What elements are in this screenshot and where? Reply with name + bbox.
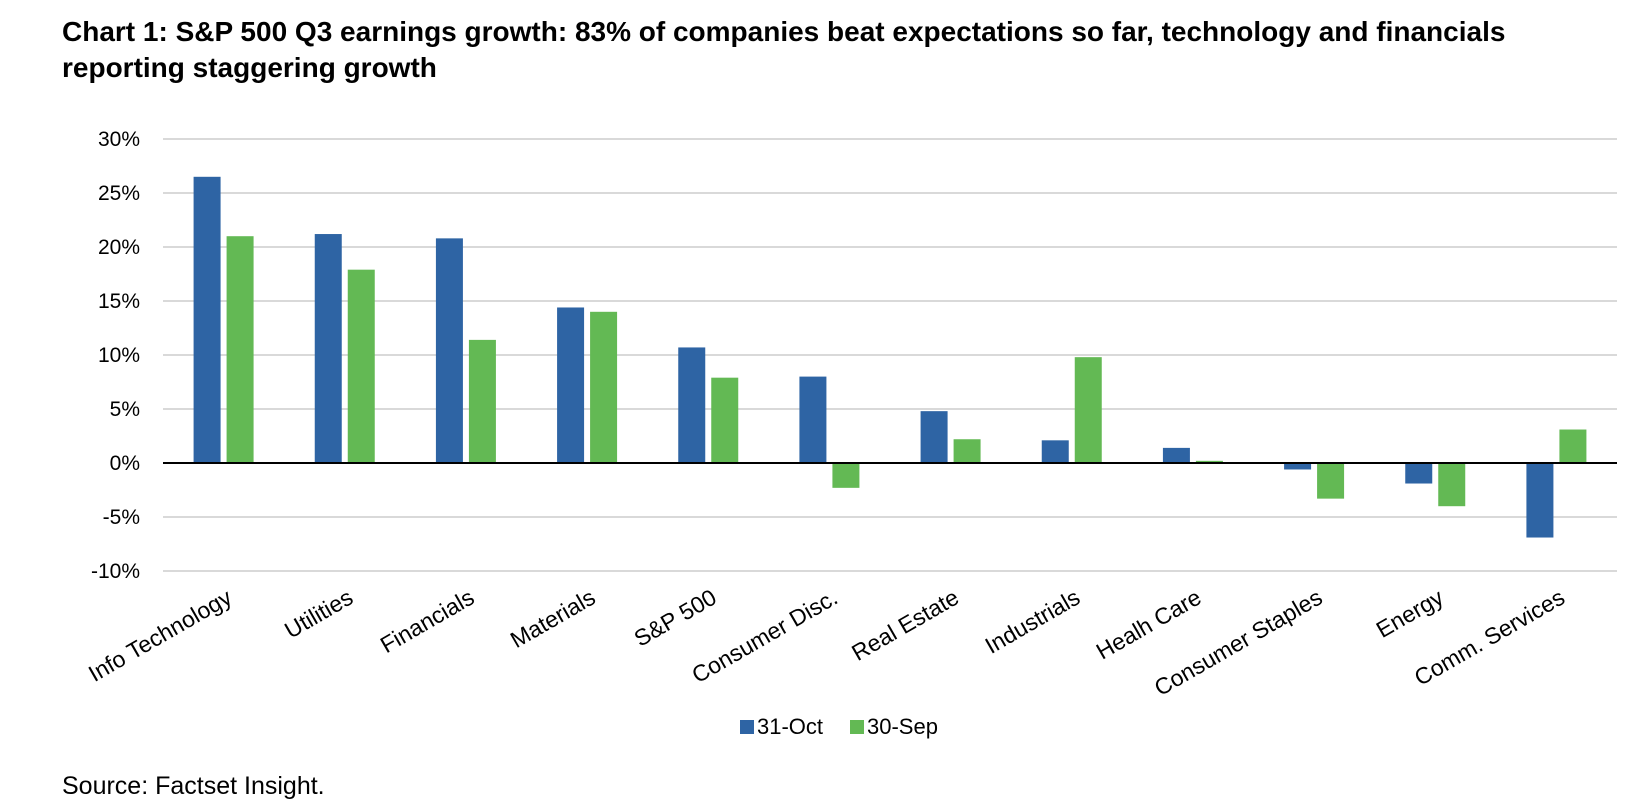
y-tick-label: 25% <box>98 182 140 205</box>
legend: 31-Oct 30-Sep <box>740 714 938 739</box>
legend-swatch-30-sep <box>850 720 864 734</box>
x-axis-labels: Info Technology Utilities Financials Materi… <box>84 584 1569 701</box>
bar-30-sep-6 <box>953 439 981 463</box>
bar-30-sep-4 <box>711 377 739 463</box>
y-tick-label: -5% <box>103 506 140 529</box>
y-tick-label: 20% <box>98 236 140 259</box>
bar-31-oct-6 <box>920 411 948 463</box>
x-tick-label: Real Estate <box>847 584 963 666</box>
bar-30-sep-3 <box>590 311 618 463</box>
gridlines <box>163 138 1617 572</box>
x-tick-label: Financials <box>376 584 479 658</box>
y-tick-label: 5% <box>110 398 140 421</box>
y-tick-label: 0% <box>110 452 140 475</box>
bar-31-oct-8 <box>1162 447 1190 463</box>
bar-31-oct-9 <box>1284 463 1312 470</box>
bar-31-oct-10 <box>1405 463 1433 484</box>
bar-30-sep-9 <box>1317 463 1345 499</box>
bar-30-sep-0 <box>226 236 254 463</box>
bar-31-oct-1 <box>314 234 342 463</box>
bar-30-sep-7 <box>1074 357 1102 463</box>
bar-30-sep-1 <box>347 269 375 463</box>
bar-31-oct-5 <box>799 376 827 463</box>
bar-31-oct-11 <box>1526 463 1554 538</box>
legend-label-31-oct: 31-Oct <box>757 714 823 739</box>
x-tick-label: Healh Care <box>1092 584 1206 665</box>
y-tick-label: 30% <box>98 128 140 151</box>
bar-31-oct-0 <box>193 176 221 464</box>
bar-31-oct-7 <box>1041 440 1069 463</box>
legend-swatch-31-oct <box>740 720 754 734</box>
bar-30-sep-5 <box>832 463 860 488</box>
y-tick-label: -10% <box>91 560 140 583</box>
chart-title: Chart 1: S&P 500 Q3 earnings growth: 83%… <box>62 16 1506 83</box>
bars <box>193 176 1587 538</box>
x-tick-label: Industrials <box>980 584 1084 659</box>
bar-30-sep-2 <box>468 339 496 463</box>
bar-30-sep-8 <box>1195 460 1223 463</box>
bar-30-sep-10 <box>1438 463 1466 507</box>
y-tick-label: 10% <box>98 344 140 367</box>
legend-label-30-sep: 30-Sep <box>867 714 938 739</box>
x-tick-label: Info Technology <box>84 584 237 687</box>
x-tick-label: Materials <box>506 584 600 653</box>
bar-31-oct-4 <box>678 347 706 463</box>
bar-31-oct-2 <box>435 238 463 463</box>
y-axis-ticks: 30% 25% 20% 15% 10% 5% 0% -5% -10% <box>91 128 140 583</box>
bar-31-oct-3 <box>557 307 585 463</box>
bar-30-sep-11 <box>1559 429 1587 463</box>
x-tick-label: Utilities <box>280 584 357 644</box>
x-tick-label: S&P 500 <box>629 584 720 652</box>
source-note: Source: Factset Insight. <box>62 772 325 800</box>
x-tick-label: Energy <box>1372 584 1449 643</box>
y-tick-label: 15% <box>98 290 140 313</box>
